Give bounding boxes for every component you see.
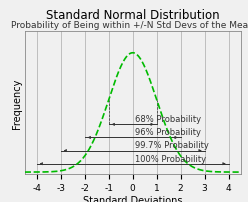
- Text: 68% Probability: 68% Probability: [135, 115, 201, 124]
- X-axis label: Standard Deviations: Standard Deviations: [83, 195, 183, 202]
- Text: 96% Probability: 96% Probability: [135, 128, 201, 137]
- Text: Probability of Being within +/-N Std Devs of the Mean: Probability of Being within +/-N Std Dev…: [11, 21, 248, 29]
- Text: 99.7% Probability: 99.7% Probability: [135, 141, 209, 150]
- Text: 100% Probability: 100% Probability: [135, 154, 206, 163]
- Y-axis label: Frequency: Frequency: [12, 78, 22, 128]
- Title: Standard Normal Distribution: Standard Normal Distribution: [46, 8, 219, 21]
